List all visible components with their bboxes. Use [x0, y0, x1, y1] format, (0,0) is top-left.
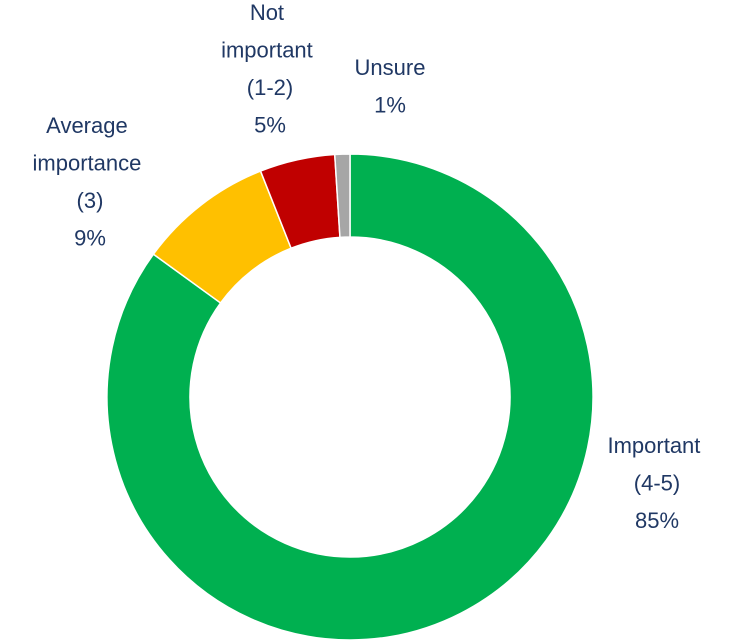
- donut-slice: [106, 153, 594, 640]
- value-label: 5%: [254, 113, 286, 138]
- value-label: 85%: [635, 508, 679, 533]
- label-line: (1-2): [247, 75, 293, 100]
- donut-slice: [333, 153, 351, 239]
- slice-label: Unsure: [355, 55, 426, 80]
- label-line: importance: [33, 151, 148, 176]
- label-line: (4-5): [634, 471, 680, 496]
- slice-label: Not important (1-2): [221, 0, 319, 100]
- label-line: Average: [46, 113, 134, 138]
- value-label: 9%: [74, 226, 106, 251]
- label-line: Not: [250, 0, 290, 25]
- slice-label: Important (4-5): [607, 433, 706, 496]
- value-label: 1%: [374, 93, 406, 118]
- label-line: Important: [607, 433, 706, 458]
- label-line: (3): [77, 188, 104, 213]
- slice-label: Average importance (3): [33, 113, 148, 213]
- label-line: Unsure: [355, 55, 426, 80]
- label-line: important: [221, 38, 319, 63]
